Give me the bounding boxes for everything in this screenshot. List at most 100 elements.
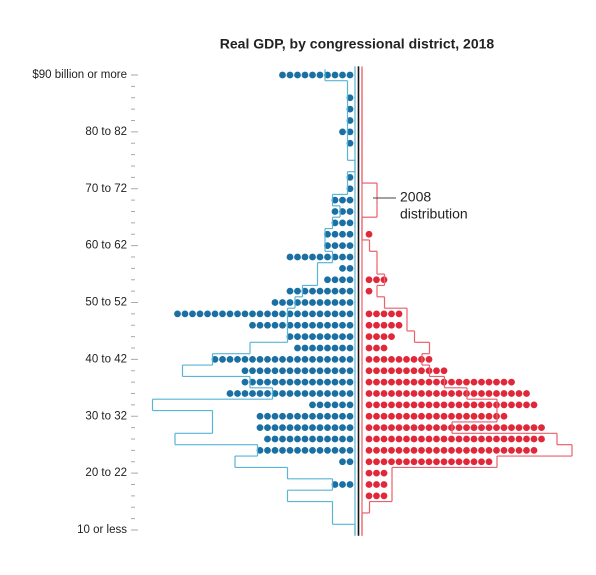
dot (316, 446, 324, 454)
dot (448, 390, 455, 397)
dot (365, 401, 373, 409)
dot (380, 401, 388, 409)
dot (365, 287, 373, 295)
dot (395, 310, 403, 318)
dot (346, 412, 354, 420)
dot (294, 412, 301, 420)
dot (264, 355, 271, 363)
dot (339, 287, 346, 295)
dot (485, 458, 493, 466)
dot (264, 321, 271, 329)
dot (339, 435, 346, 443)
dot-row (365, 469, 388, 477)
dot (286, 253, 294, 261)
dot (470, 424, 478, 432)
dot (301, 71, 309, 79)
dot (380, 469, 388, 477)
dot (395, 458, 403, 466)
dot (339, 367, 346, 375)
dot (294, 424, 301, 432)
dot (324, 276, 331, 284)
dot (331, 333, 339, 341)
dot (309, 333, 316, 341)
dot (440, 367, 448, 375)
dot (339, 128, 346, 136)
dot (493, 435, 500, 443)
dot (373, 276, 380, 284)
dot-row (365, 481, 388, 488)
dot (339, 310, 346, 318)
dot (455, 390, 463, 397)
dot (226, 310, 234, 318)
dot (286, 446, 294, 454)
dot (301, 435, 309, 443)
dot (309, 355, 316, 363)
dot (241, 310, 249, 318)
dot (324, 424, 331, 432)
dot (395, 401, 403, 409)
dot (174, 310, 181, 318)
dot (388, 435, 395, 443)
dot-row (271, 299, 354, 306)
dot (403, 390, 410, 397)
dot-row (365, 230, 373, 238)
dot (346, 128, 354, 136)
dot (470, 458, 478, 466)
dot (294, 446, 301, 454)
dot (373, 401, 380, 409)
dot (286, 424, 294, 432)
dot (339, 196, 346, 204)
dot (365, 355, 373, 363)
dot (388, 321, 395, 329)
dot (249, 390, 256, 397)
dot (324, 344, 331, 352)
dot (463, 458, 470, 466)
dot (286, 333, 294, 341)
dot (264, 412, 271, 420)
dot (485, 435, 493, 443)
dot (234, 310, 241, 318)
dot-row (365, 378, 515, 386)
dot (515, 390, 523, 397)
dot (309, 401, 316, 409)
dot-row (365, 424, 545, 432)
dot (301, 344, 309, 352)
dot (388, 310, 395, 318)
dot (373, 446, 380, 454)
dot (316, 287, 324, 295)
dot (455, 435, 463, 443)
dot (316, 71, 324, 79)
dot (309, 71, 316, 79)
dot-row (365, 367, 448, 375)
dot (324, 446, 331, 454)
dot (365, 378, 373, 386)
dot-row (365, 412, 508, 420)
dot (339, 481, 346, 488)
dot (403, 378, 410, 386)
dot (523, 446, 530, 454)
dot (500, 412, 508, 420)
y-tick-label: 20 to 22 (85, 467, 127, 479)
dot (286, 310, 294, 318)
dot (339, 333, 346, 341)
dot (380, 333, 388, 341)
dot-row (226, 390, 354, 397)
dot (294, 253, 301, 261)
dot (380, 446, 388, 454)
dot (286, 435, 294, 443)
dot-row (324, 230, 354, 238)
dot (346, 71, 354, 79)
dot (331, 71, 339, 79)
dot (500, 401, 508, 409)
dot (365, 446, 373, 454)
dot-row (279, 71, 354, 79)
dot (346, 401, 354, 409)
dot (339, 378, 346, 386)
dot (294, 367, 301, 375)
dot (365, 481, 373, 488)
dot-row (365, 401, 538, 409)
dot (440, 401, 448, 409)
dot (331, 344, 339, 352)
dot (339, 424, 346, 432)
dot (365, 344, 373, 352)
